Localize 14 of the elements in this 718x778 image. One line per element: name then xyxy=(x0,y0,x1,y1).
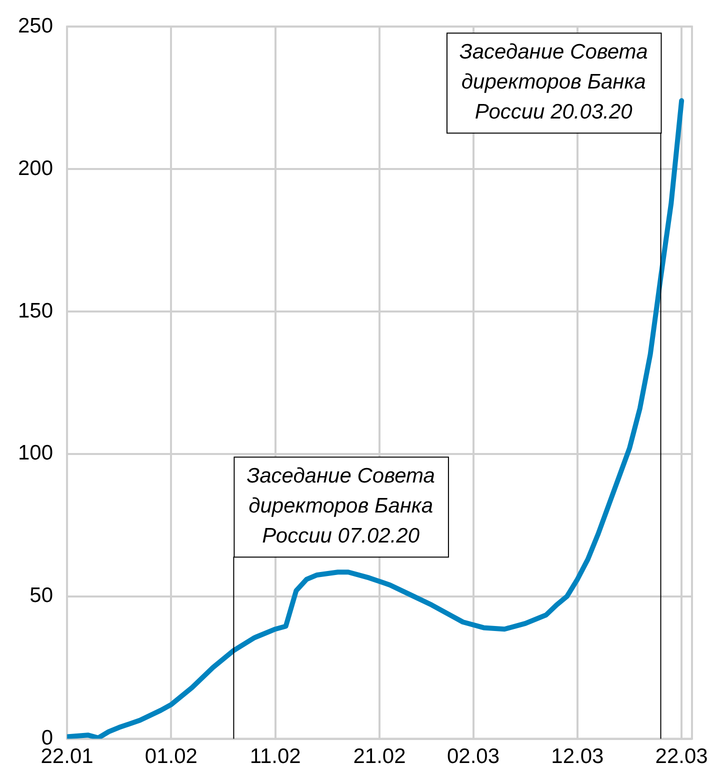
y-tick-label: 100 xyxy=(18,442,54,465)
y-tick-label: 200 xyxy=(18,156,54,180)
x-tick-label: 21.02 xyxy=(353,745,406,768)
y-tick-label: 50 xyxy=(30,584,54,608)
ref-line-label: Заседание Совета директоров Банка России 07.02.20 xyxy=(246,464,435,548)
x-tick-label: 22.03 xyxy=(655,745,708,768)
ref-line-label: Заседание Совета директоров Банка России 20.03.20 xyxy=(459,40,648,124)
x-tick-label: 12.03 xyxy=(551,745,604,768)
x-tick-label: 01.02 xyxy=(144,745,198,768)
y-tick-label: 250 xyxy=(18,14,54,38)
y-tick-label: 150 xyxy=(18,299,54,322)
x-tick-label: 11.02 xyxy=(250,745,301,768)
x-tick-label: 22.01 xyxy=(40,745,94,768)
x-tick-label: 02.03 xyxy=(446,745,500,768)
